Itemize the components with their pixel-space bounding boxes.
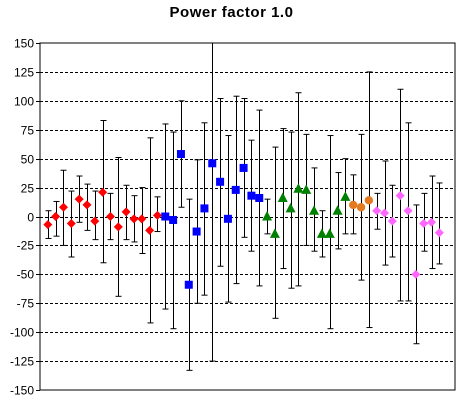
data-point <box>403 206 413 216</box>
data-point <box>247 191 256 200</box>
y-tick-label: 150 <box>14 37 34 51</box>
data-point <box>364 196 374 205</box>
data-point <box>200 204 209 213</box>
data-point <box>395 191 405 201</box>
data-point <box>332 205 343 215</box>
data-point <box>51 212 61 221</box>
y-tick-label: 75 <box>21 124 35 138</box>
y-tick-label: -125 <box>10 355 34 369</box>
y-tick-label: -50 <box>17 268 35 282</box>
error-bars <box>45 42 443 371</box>
data-point <box>262 211 273 221</box>
chart-title: Power factor 1.0 <box>169 4 294 21</box>
data-point <box>208 159 217 168</box>
data-point <box>269 228 280 238</box>
data-point <box>152 210 162 220</box>
data-point <box>74 194 84 204</box>
data-point <box>145 225 155 235</box>
data-point <box>169 215 178 224</box>
data-point <box>356 203 366 212</box>
data-point <box>316 228 327 238</box>
y-tick-label: -150 <box>10 384 34 398</box>
data-point <box>324 228 335 238</box>
data-point <box>121 207 131 217</box>
data-point <box>309 205 320 215</box>
y-tick-label: -100 <box>10 326 34 340</box>
data-point <box>293 183 304 193</box>
y-tick-label: 0 <box>27 211 34 225</box>
data-point <box>231 185 240 194</box>
data-point <box>113 222 123 232</box>
data-point <box>137 214 147 224</box>
y-tick-label: -75 <box>17 297 35 311</box>
y-axis: 150 125 100 75 50 25 0 -25 -50 -75 -100 -125 -150 <box>10 37 40 398</box>
y-tick-label: 50 <box>21 153 35 167</box>
data-point <box>419 218 429 228</box>
data-point <box>349 200 358 210</box>
y-tick-label: 100 <box>14 95 34 109</box>
data-point <box>66 218 76 228</box>
data-point <box>98 187 108 197</box>
data-point <box>43 220 53 230</box>
data-point <box>105 212 115 221</box>
data-point <box>90 216 100 226</box>
data-point <box>192 227 201 236</box>
data-point <box>176 150 185 159</box>
data-point <box>184 280 193 289</box>
data-point <box>277 192 288 202</box>
y-tick-label: 125 <box>14 66 34 80</box>
y-tick-label: -25 <box>17 239 35 253</box>
data-markers <box>43 150 444 289</box>
data-point <box>255 193 264 202</box>
data-point <box>285 202 296 213</box>
data-point <box>58 202 68 212</box>
data-point <box>301 184 312 194</box>
data-point <box>340 191 351 201</box>
data-point <box>82 200 92 210</box>
data-point <box>129 214 139 224</box>
data-point <box>434 228 444 238</box>
data-point <box>427 217 437 227</box>
data-point <box>411 269 421 279</box>
y-tick-label: 25 <box>21 182 35 196</box>
data-point <box>239 163 248 172</box>
data-point <box>223 214 232 223</box>
plot-area-border <box>39 42 456 391</box>
data-point <box>372 206 382 216</box>
data-point <box>380 208 390 218</box>
data-point <box>387 216 397 226</box>
data-point <box>161 212 170 221</box>
data-point <box>216 177 225 186</box>
